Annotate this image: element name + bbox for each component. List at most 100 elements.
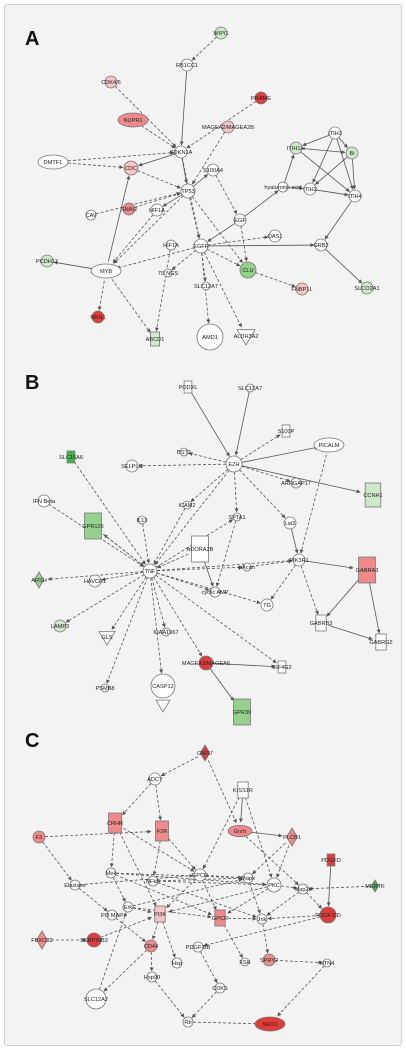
edge-MAGEA6-EIF4G2: [212, 662, 276, 669]
node-shape: [328, 126, 342, 140]
edge-HIF1A2-ABCD1: [154, 249, 171, 332]
edge-TNF-CASP12: [150, 577, 164, 674]
node-shape: [277, 181, 289, 193]
node-shape: [314, 238, 328, 252]
node-shape: [227, 825, 253, 838]
edge-ITIH1-Bi: [301, 148, 346, 155]
node-label: ITIH3: [328, 131, 342, 137]
edge-PICALM-PIK3R1: [299, 454, 327, 554]
edge-TNF-MAGEA6: [153, 576, 203, 657]
edge-GPCR-GPCR2: [202, 880, 217, 911]
panel-letter-c: C: [25, 730, 39, 752]
node-mek: Mek: [105, 867, 116, 879]
edge-ITIH4-GRB2: [324, 200, 352, 240]
node-shape: [214, 909, 226, 927]
node-hsp90: Hsp90: [144, 971, 160, 983]
node-label: GNG7: [197, 751, 213, 757]
node-label: NUPR1: [124, 118, 143, 124]
node-label: SNAI2: [121, 207, 137, 213]
node-shape: [283, 516, 297, 530]
node-label: GABRG2: [369, 640, 392, 646]
edge-PIK3R1-TG: [270, 564, 296, 600]
node-label: SLC12A2: [84, 997, 108, 1003]
node-snai2: SNAI2: [121, 202, 137, 216]
node-label: PDGF-DD: [315, 913, 340, 919]
node-label: HIF1A: [163, 243, 179, 249]
edge-MERTK-Map2k: [308, 885, 370, 891]
node-pdgfd: PDGFD: [321, 853, 341, 867]
node-shape: [245, 383, 255, 393]
node-label: DMTF1: [44, 160, 63, 166]
node-label: AMD1: [202, 335, 218, 341]
node-shape: [345, 146, 359, 160]
node-hif1a2: HIF1A: [163, 239, 179, 251]
node-adora2b: ADORA2B: [187, 535, 214, 563]
node-fnbp1l: FNBP1L: [291, 282, 313, 296]
node-shape: [182, 500, 192, 510]
node-shape: [242, 872, 254, 884]
edge-EGFR-MYB: [116, 247, 195, 270]
node-kiss1r: KISS1R: [233, 781, 253, 799]
edge-GPCR-Mapk: [205, 874, 243, 880]
node-label: ITIH2: [303, 187, 317, 193]
node-label: GPR39: [233, 710, 251, 716]
node-shape: [239, 261, 257, 279]
node-shape: [233, 698, 251, 726]
panel-a: A WIPI1 RB1CC1 CDK4/6 PRAME NUPR1 MAGEA2/MAGE…: [25, 26, 380, 351]
node-label: ARHGAP17: [281, 481, 311, 487]
node-label: SLC12A7: [194, 284, 218, 290]
edge-Mek-Mapk: [115, 872, 243, 880]
edge-Hsp90-Rb: [154, 980, 185, 1018]
node-label: HAVCR1: [84, 579, 106, 585]
node-slc12a7: SLC12A7: [194, 281, 218, 291]
edge-TP53-S100A4: [193, 174, 208, 187]
node-label: PRAME: [251, 96, 271, 102]
node-gpcr: GPCR: [192, 868, 208, 882]
edge-TNF-HAVCR1: [101, 571, 144, 582]
edge-KISS1R-PKC: [245, 797, 273, 878]
edge-Bi-ITIH4: [352, 158, 357, 190]
node-shape: [154, 905, 166, 923]
edge-ITIH3-Bi: [338, 137, 348, 148]
node-shape: [240, 957, 250, 967]
node-label: EZH: [228, 462, 239, 468]
edge-GABRA3-GABRB3: [326, 579, 359, 617]
node-shape: [292, 553, 306, 567]
edge-CAV-TP53: [95, 191, 181, 215]
node-shape: [326, 853, 336, 867]
edge-TNF-pAcan: [156, 565, 243, 572]
node-shape: [85, 209, 97, 221]
node-pdgfbb: PDGF BB: [186, 941, 211, 953]
node-psmb8: PSMB8: [96, 683, 114, 693]
edge-ADCY-F2R: [155, 784, 163, 821]
node-label: ADCY: [147, 777, 163, 783]
edge-Elastase-GPCR: [79, 873, 194, 885]
node-label: S100P: [278, 429, 295, 435]
node-magea2: MAGEA2/MAGEA2B: [202, 120, 254, 134]
node-plcb1: PLCB1: [283, 827, 301, 847]
node-label: S100A4: [203, 168, 223, 174]
node-aldh3a2: ALDH3A2: [234, 329, 258, 346]
node-tnf: TNF: [142, 563, 158, 579]
node-mapk: Mapk: [241, 872, 255, 884]
node-shape: [104, 75, 118, 89]
node-shape: [37, 494, 51, 508]
node-shape: [237, 781, 249, 799]
node-hsp: Hsp: [171, 957, 183, 969]
node-label: SERPINB3: [80, 938, 108, 944]
node-itih1: ITIH1/e: [287, 141, 305, 155]
node-label: BST2: [177, 450, 191, 456]
node-label: ABCD1: [146, 337, 165, 343]
node-magea6: MAGEA3/MAGEA6: [182, 655, 230, 671]
node-shape: [100, 683, 110, 693]
node-shape: [88, 574, 102, 588]
node-shape: [86, 932, 102, 948]
node-label: TP53: [181, 189, 194, 195]
node-label: IL13: [137, 518, 148, 524]
node-s100a4: S100A4: [203, 163, 223, 177]
node-shape: [225, 455, 243, 473]
edge-GnrH-PLCB1: [247, 831, 283, 838]
edge-DMTF1-CDC: [62, 162, 124, 170]
node-camp: cyclic AMP: [201, 586, 229, 598]
node-shape: [148, 772, 162, 786]
